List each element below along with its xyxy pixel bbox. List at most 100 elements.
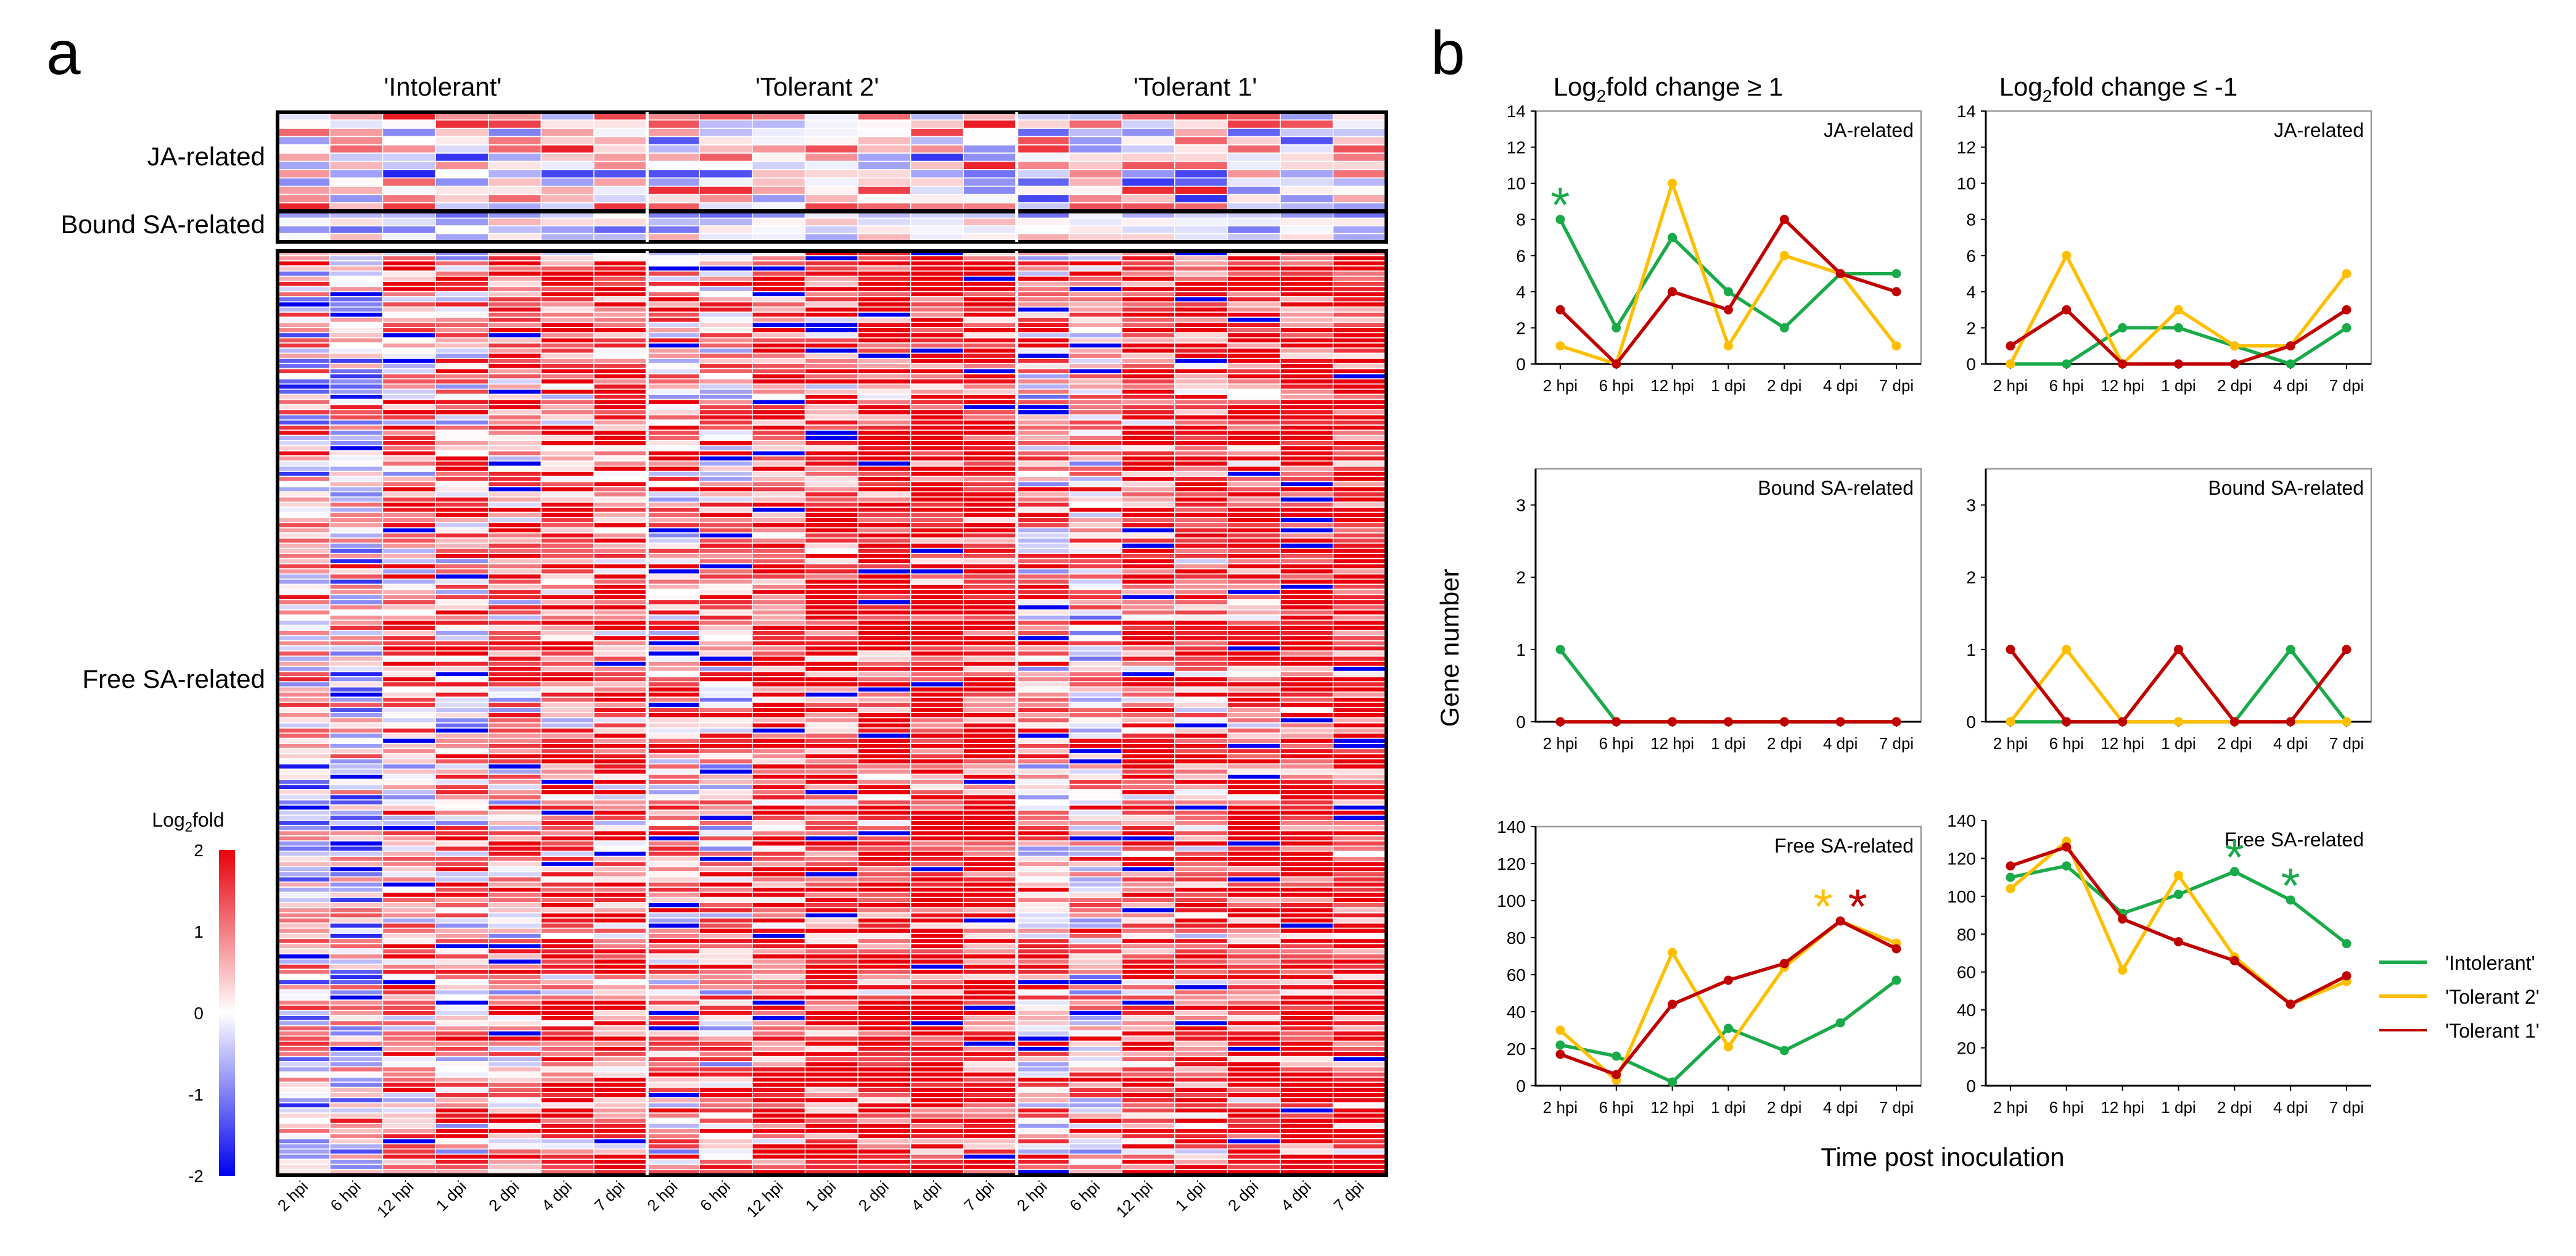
heatmap-cell (647, 738, 699, 743)
heatmap-cell (1280, 349, 1333, 353)
heatmap-cell (647, 728, 699, 733)
heatmap-cell (1069, 1098, 1122, 1102)
heatmap-cell (1228, 456, 1280, 461)
heatmap-cell (858, 1123, 910, 1128)
heatmap-cell (1228, 1160, 1280, 1164)
heatmap-cell (488, 353, 541, 358)
heatmap-cell (805, 543, 858, 548)
heatmap-cell (964, 600, 1016, 605)
heatmap-cell (1122, 918, 1175, 923)
heatmap-cell (1175, 774, 1227, 779)
heatmap-cell (1175, 811, 1227, 815)
heatmap-cell (647, 820, 699, 825)
heatmap-cell (1016, 318, 1069, 322)
heatmap-cell (330, 857, 382, 861)
heatmap-cell (383, 1041, 435, 1046)
heatmap-cell (752, 569, 805, 574)
heatmap-cell (1069, 477, 1122, 481)
heatmap-cell (278, 395, 330, 399)
heatmap-cell (278, 641, 330, 646)
heatmap-cell (911, 595, 963, 600)
heatmap-cell (278, 600, 330, 605)
heatmap-cell (488, 379, 541, 384)
significance-asterisk: * (1848, 879, 1867, 934)
heatmap-cell (1280, 970, 1333, 974)
heatmap-cell (805, 1103, 858, 1108)
heatmap-cell (752, 287, 805, 291)
heatmap-cell (1016, 508, 1069, 512)
heatmap-cell (1175, 975, 1227, 979)
heatmap-cell (752, 713, 805, 717)
heatmap-cell (699, 292, 752, 297)
heatmap-cell (911, 1083, 963, 1087)
heatmap-cell (1333, 533, 1386, 538)
heatmap-cell (383, 887, 435, 892)
y-tick-label: 10 (1507, 174, 1526, 193)
heatmap-cell (1016, 826, 1069, 830)
heatmap-cell (1122, 898, 1175, 903)
heatmap-cell (911, 692, 963, 697)
heatmap-cell (1228, 959, 1280, 964)
heatmap-cell (541, 226, 594, 233)
heatmap-cell (278, 1062, 330, 1067)
heatmap-group-label: 'Tolerant 2' (755, 72, 879, 101)
heatmap-cell (964, 533, 1016, 538)
heatmap-cell (1016, 933, 1069, 938)
heatmap-cell (647, 903, 699, 907)
heatmap-cell (699, 276, 752, 281)
heatmap-cell (1122, 1062, 1175, 1067)
heatmap-cell (752, 482, 805, 487)
heatmap-cell (858, 1088, 910, 1093)
data-point (2006, 645, 2015, 655)
heatmap-cell (541, 523, 594, 527)
heatmap-cell (541, 425, 594, 430)
heatmap-cell (383, 733, 435, 738)
heatmap-cell (699, 1103, 752, 1108)
heatmap-cell (805, 621, 858, 625)
heatmap-cell (435, 145, 488, 153)
heatmap-cell (1228, 985, 1280, 990)
heatmap-cell (964, 1026, 1016, 1031)
heatmap-cell (911, 1010, 963, 1015)
heatmap-cell (435, 374, 488, 379)
heatmap-cell (278, 364, 330, 368)
heatmap-cell (383, 836, 435, 841)
heatmap-cell (1333, 1001, 1386, 1005)
heatmap-cell (805, 898, 858, 903)
heatmap-cell (1175, 266, 1227, 271)
heatmap-cell (858, 944, 910, 949)
heatmap-cell (805, 903, 858, 907)
heatmap-cell (1069, 1021, 1122, 1025)
heatmap-cell (1175, 1067, 1227, 1072)
heatmap-cell (647, 615, 699, 620)
heatmap-cell (278, 667, 330, 671)
heatmap-cell (647, 256, 699, 260)
data-point (1668, 999, 1677, 1009)
heatmap-cell (1333, 323, 1386, 328)
heatmap-cell (858, 482, 910, 487)
heatmap-cell (964, 251, 1016, 255)
heatmap-cell (699, 1041, 752, 1046)
heatmap-cell (1069, 682, 1122, 687)
heatmap-cell (1280, 137, 1333, 144)
heatmap-cell (964, 318, 1016, 322)
heatmap-cell (330, 1026, 382, 1031)
heatmap-cell (858, 995, 910, 1000)
heatmap-cell (383, 461, 435, 466)
heatmap-cell (488, 1093, 541, 1097)
heatmap-cell (1069, 811, 1122, 815)
heatmap-cell (964, 923, 1016, 928)
heatmap-cell (1175, 379, 1227, 384)
heatmap-cell (330, 995, 382, 1000)
heatmap-cell (911, 1041, 963, 1046)
heatmap-cell (541, 170, 594, 178)
heatmap-cell (435, 477, 488, 481)
heatmap-cell (435, 713, 488, 717)
heatmap-cell (1069, 154, 1122, 161)
heatmap-cell (594, 539, 646, 543)
heatmap-cell (541, 661, 594, 666)
heatmap-cell (594, 990, 646, 994)
heatmap-cell (435, 297, 488, 302)
heatmap-cell (1175, 543, 1227, 548)
